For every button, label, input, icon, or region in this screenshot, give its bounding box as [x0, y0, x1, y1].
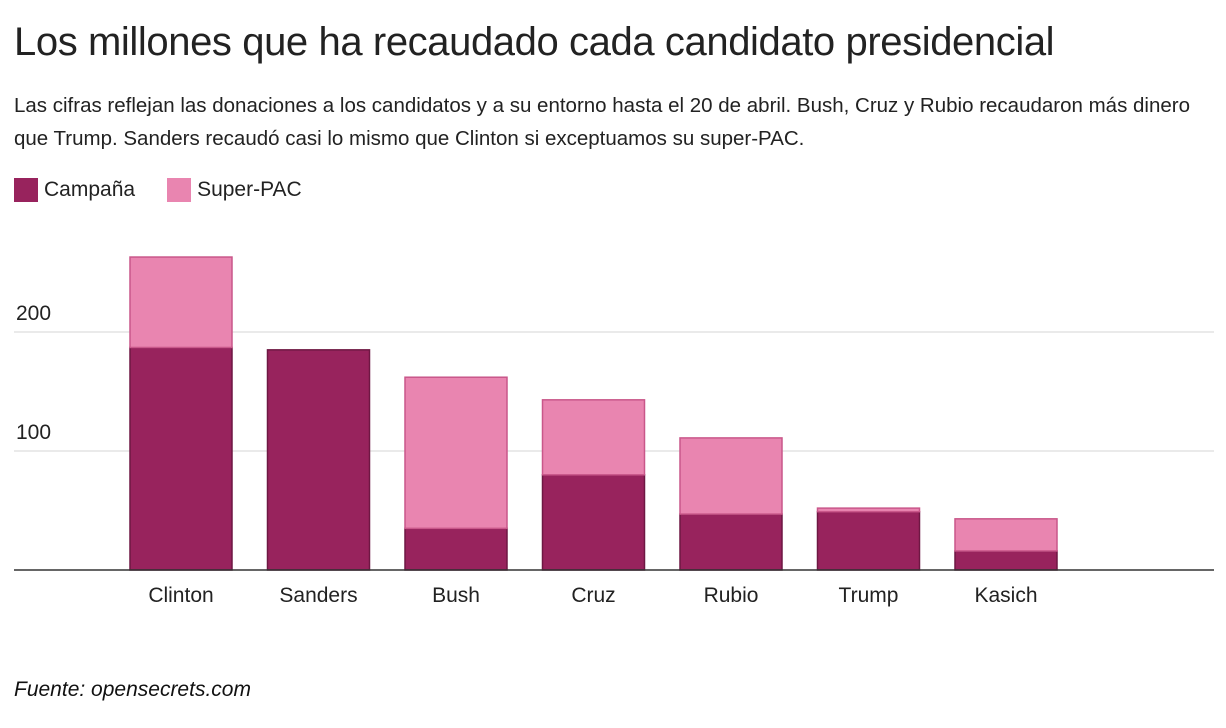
chart-subtitle: Las cifras reflejan las donaciones a los… [14, 94, 1191, 150]
legend-swatch-superpac [167, 178, 192, 202]
bar-clinton-campaign [129, 346, 233, 571]
legend-label-superpac: Super-PAC [197, 178, 302, 201]
legend-item-superpac: Super-PAC [167, 178, 302, 202]
x-tick-label-kasich: Kasich [974, 584, 1037, 607]
chart-title: Los millones que ha recaudado cada candi… [14, 20, 1055, 64]
bar-rubio-superpac [679, 437, 783, 515]
bar-bush-superpac [404, 376, 508, 530]
x-tick-label-cruz: Cruz [571, 584, 615, 607]
bar-clinton-superpac [129, 256, 233, 349]
y-tick-label-200: 200 [16, 302, 51, 325]
bar-sanders-campaign [266, 349, 371, 571]
bar-trump-campaign [816, 510, 921, 571]
bar-cruz-campaign [541, 474, 646, 571]
y-tick-label-100: 100 [16, 421, 51, 444]
x-tick-label-clinton: Clinton [148, 584, 213, 607]
x-tick-label-bush: Bush [432, 584, 480, 607]
legend: Campaña Super-PAC [14, 178, 334, 202]
stacked-bar-chart: 100 200 Clinton Sanders Bush Cruz Rubio Trump Ka… [14, 256, 1214, 607]
bar-rubio-campaign [679, 513, 783, 571]
bar-kasich-superpac [954, 518, 1058, 552]
x-tick-label-sanders: Sanders [279, 584, 357, 607]
bar-kasich-campaign [954, 550, 1058, 571]
legend-swatch-campaign [14, 178, 38, 202]
bar-bush-campaign [404, 527, 508, 571]
bar-cruz-superpac [541, 399, 646, 476]
bar-trump-superpac [816, 507, 921, 513]
legend-item-campaign: Campaña [14, 178, 135, 202]
x-tick-label-rubio: Rubio [704, 584, 759, 607]
x-tick-label-trump: Trump [839, 584, 899, 607]
legend-label-campaign: Campaña [44, 178, 136, 201]
source-note: Fuente: opensecrets.com [14, 678, 251, 701]
